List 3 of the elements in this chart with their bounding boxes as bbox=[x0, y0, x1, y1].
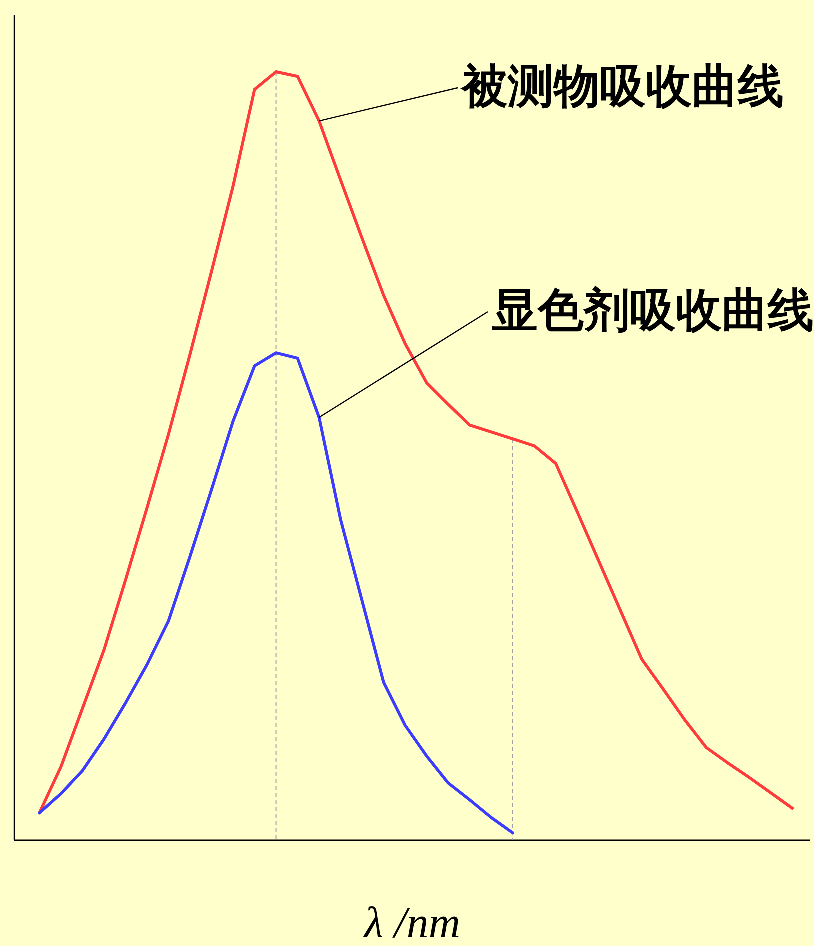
text: 被测物吸收曲线 bbox=[460, 59, 784, 113]
text: 显色剂吸收曲线 bbox=[492, 283, 814, 337]
x-axis-title: λ /nm bbox=[362, 898, 461, 948]
